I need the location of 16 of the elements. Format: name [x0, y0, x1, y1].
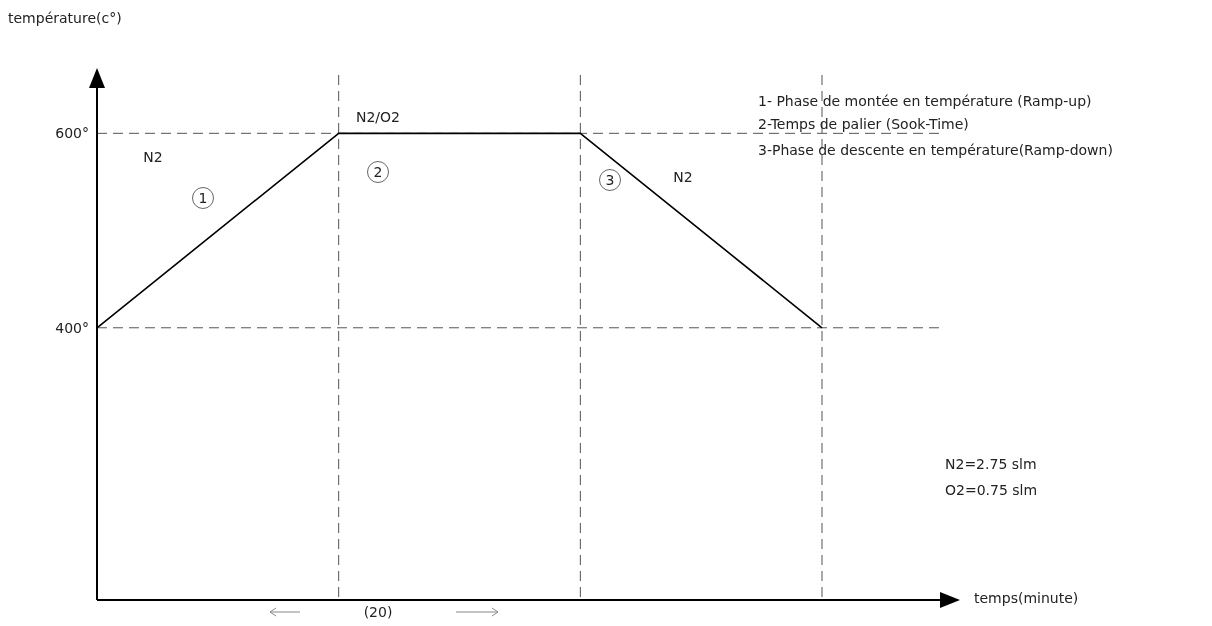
x-axis-title: temps(minute) — [974, 590, 1079, 606]
text: (20) — [363, 604, 393, 620]
text: N2=2.75 slm — [945, 456, 1037, 472]
annotation: 2 — [367, 161, 389, 183]
y-tick-label: 600° — [55, 125, 89, 142]
annotation: N2 — [143, 149, 163, 165]
y-axis-title: température(c°) — [8, 10, 122, 26]
annotation: N2 — [673, 169, 693, 185]
annotation: 1 — [192, 187, 214, 209]
annotation: 3-Phase de descente en température(Ramp-down) — [758, 142, 1113, 158]
annotation: 1- Phase de montée en température (Ramp-up) — [758, 93, 1092, 109]
annotation: N2/O2 — [355, 109, 401, 125]
y-tick-label: 400° — [55, 319, 89, 336]
text: O2=0.75 slm — [945, 482, 1038, 498]
annotation: 3 — [599, 169, 621, 191]
annotation: 2-Temps de palier (Sook-Time) — [758, 116, 969, 132]
